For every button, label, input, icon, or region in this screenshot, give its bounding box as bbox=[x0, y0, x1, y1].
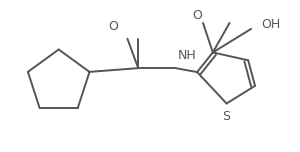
Text: O: O bbox=[109, 20, 118, 33]
Text: O: O bbox=[192, 9, 202, 22]
Text: NH: NH bbox=[178, 49, 196, 62]
Text: S: S bbox=[223, 110, 231, 123]
Text: OH: OH bbox=[261, 18, 280, 31]
